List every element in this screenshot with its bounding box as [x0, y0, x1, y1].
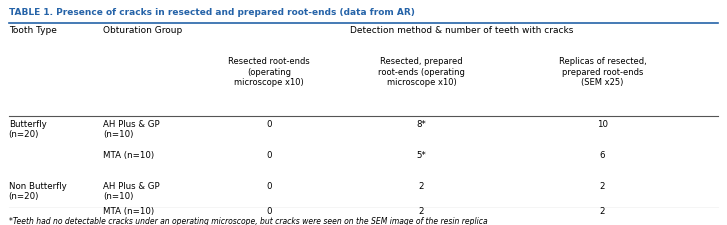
Text: Replicas of resected,
prepared root-ends
(SEM x25): Replicas of resected, prepared root-ends…	[558, 57, 646, 87]
Text: Butterfly
(n=20): Butterfly (n=20)	[9, 119, 47, 138]
Text: Tooth Type: Tooth Type	[9, 26, 57, 35]
Text: 2: 2	[600, 181, 606, 190]
Text: AH Plus & GP
(n=10): AH Plus & GP (n=10)	[103, 119, 159, 138]
Text: 2: 2	[419, 206, 424, 215]
Text: 2: 2	[600, 206, 606, 215]
Text: 5*: 5*	[417, 150, 426, 159]
Text: 2: 2	[419, 181, 424, 190]
Text: Non Butterfly
(n=20): Non Butterfly (n=20)	[9, 181, 66, 200]
Text: TABLE 1. Presence of cracks in resected and prepared root-ends (data from AR): TABLE 1. Presence of cracks in resected …	[9, 8, 414, 16]
Text: 0: 0	[267, 119, 272, 128]
Text: AH Plus & GP
(n=10): AH Plus & GP (n=10)	[103, 181, 159, 200]
Text: 10: 10	[597, 119, 608, 128]
Text: MTA (n=10): MTA (n=10)	[103, 206, 154, 215]
Text: Resected root-ends
(operating
microscope x10): Resected root-ends (operating microscope…	[228, 57, 310, 87]
Text: 0: 0	[267, 206, 272, 215]
Text: 0: 0	[267, 150, 272, 159]
Text: 6: 6	[600, 150, 606, 159]
Text: Detection method & number of teeth with cracks: Detection method & number of teeth with …	[350, 26, 573, 35]
Text: MTA (n=10): MTA (n=10)	[103, 150, 154, 159]
Text: *Teeth had no detectable cracks under an operating microscope, but cracks were s: *Teeth had no detectable cracks under an…	[9, 216, 487, 225]
Text: Obturation Group: Obturation Group	[103, 26, 182, 35]
Text: Resected, prepared
root-ends (operating
microscope x10): Resected, prepared root-ends (operating …	[378, 57, 465, 87]
Text: 0: 0	[267, 181, 272, 190]
Text: 8*: 8*	[417, 119, 426, 128]
